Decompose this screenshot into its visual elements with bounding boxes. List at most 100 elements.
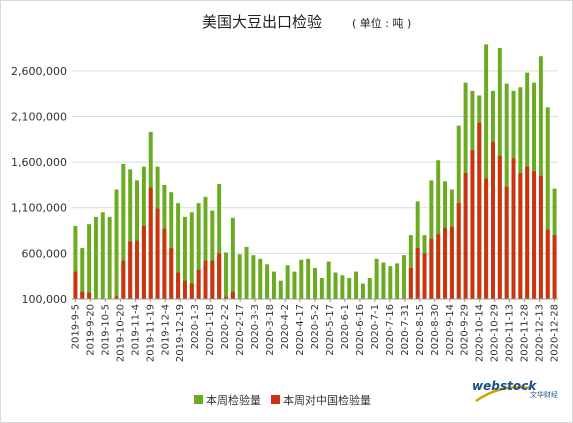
legend: 本周检验量 本周对中国检验量 [194,393,371,407]
bar-china [121,260,126,299]
bar-china [224,297,228,299]
bar-total [292,271,297,299]
bar-total [128,169,133,299]
bar-total [436,160,441,299]
x-tick-label: 2019-10-20 [115,304,126,362]
bar-china [182,280,187,299]
y-tick-label: 1,100,000 [11,202,67,215]
x-tick-label: 2019-12-4 [160,304,171,356]
bar-total [306,258,311,299]
legend-label-total: 本周检验量 [206,393,261,407]
x-tick-label: 2019-9-5 [70,304,81,349]
bar-total [326,261,331,299]
bar-total [182,216,187,299]
y-tick-label: 2,100,000 [11,110,67,123]
bar-china [456,203,461,299]
bar-total [388,266,393,299]
x-tick-label: 2020-12-28 [550,304,561,362]
x-tick-label: 2019-10-5 [100,304,111,356]
x-tick-label: 2020-7-16 [385,304,396,356]
x-tick-label: 2019-9-20 [85,304,96,356]
bar-china [230,291,235,299]
logo-brand-2: stock [500,379,537,393]
bar-total [265,264,270,299]
bar-total [360,283,365,299]
x-tick-label: 2020-5-17 [325,304,336,356]
x-tick-label: 2020-11-28 [520,304,531,362]
x-tick-label: 2020-1-3 [190,304,201,349]
bar-china [73,271,78,299]
chart-title-group: 美国大豆出口检验 ( 单位 : 吨 ) [202,13,411,31]
bar-china [176,272,181,299]
bar-total [313,267,317,299]
bar-china [162,228,167,299]
x-tick-label: 2020-1-18 [205,304,216,356]
bar-china [436,234,441,299]
bar-china [490,142,495,299]
x-tick-label: 2020-4-2 [280,304,291,349]
x-tick-label: 2020-2-17 [235,304,246,356]
chart-title-unit: ( 单位 : 吨 ) [352,16,411,30]
bar-total [203,196,208,299]
bar-china [511,158,516,299]
bar-total [121,163,126,299]
bar-china [148,187,153,299]
bar-china [196,269,201,299]
bar-total [285,265,290,299]
bar-total [176,203,181,299]
x-tick-label: 2020-11-13 [505,304,516,362]
bar-china [518,173,523,299]
y-tick-label: 2,600,000 [11,65,67,78]
bar-total [347,278,352,299]
bar-china [429,238,434,299]
bar-china [497,155,502,299]
bar-china [552,235,557,299]
legend-swatch-china [271,395,280,404]
bar-total [87,224,92,299]
bar-china [114,296,119,299]
x-tick-label: 2020-6-16 [355,304,366,356]
x-tick-label: 2020-10-29 [490,304,501,362]
x-tick-label: 2020-10-14 [475,304,486,362]
bar-total [395,263,400,299]
bar-china [210,260,215,299]
x-tick-label: 2020-7-1 [370,304,381,349]
bar-total [340,275,345,299]
x-tick-label: 2020-8-15 [415,304,426,356]
logo-brand: web [472,379,500,393]
bar-china [532,171,537,299]
bar-total [299,259,304,299]
bar-total [73,225,78,299]
bar-total [237,254,242,299]
bar-china [422,253,427,299]
bar-china [477,122,482,299]
bar-total [271,271,276,299]
x-tick-label: 2020-6-1 [340,304,351,349]
bar-total [135,180,140,299]
webstock-logo: web stock 文华财经 [472,379,558,403]
x-tick-label: 2019-12-19 [175,304,186,362]
legend-label-china: 本周对中国检验量 [283,393,371,407]
y-tick-label: 600,000 [22,247,68,260]
bar-china [538,175,543,299]
bar-total [210,210,215,299]
bar-total [333,272,338,299]
bar-china [415,247,420,299]
y-tick-label: 1,600,000 [11,156,67,169]
bar-china [203,260,208,299]
bar-total [107,216,112,299]
bar-total [408,235,413,299]
x-tick-label: 2020-5-2 [310,304,321,349]
bar-china [169,247,174,299]
bar-total [319,278,324,299]
bar-china [135,240,140,299]
bar-china [155,208,160,299]
x-tick-label: 2020-9-29 [460,304,471,356]
bar-total [402,255,406,299]
bar-total [258,258,263,299]
bar-total [251,255,256,299]
y-tick-label: 100,000 [22,293,68,306]
legend-swatch-total [194,395,203,404]
bar-total [278,280,283,299]
